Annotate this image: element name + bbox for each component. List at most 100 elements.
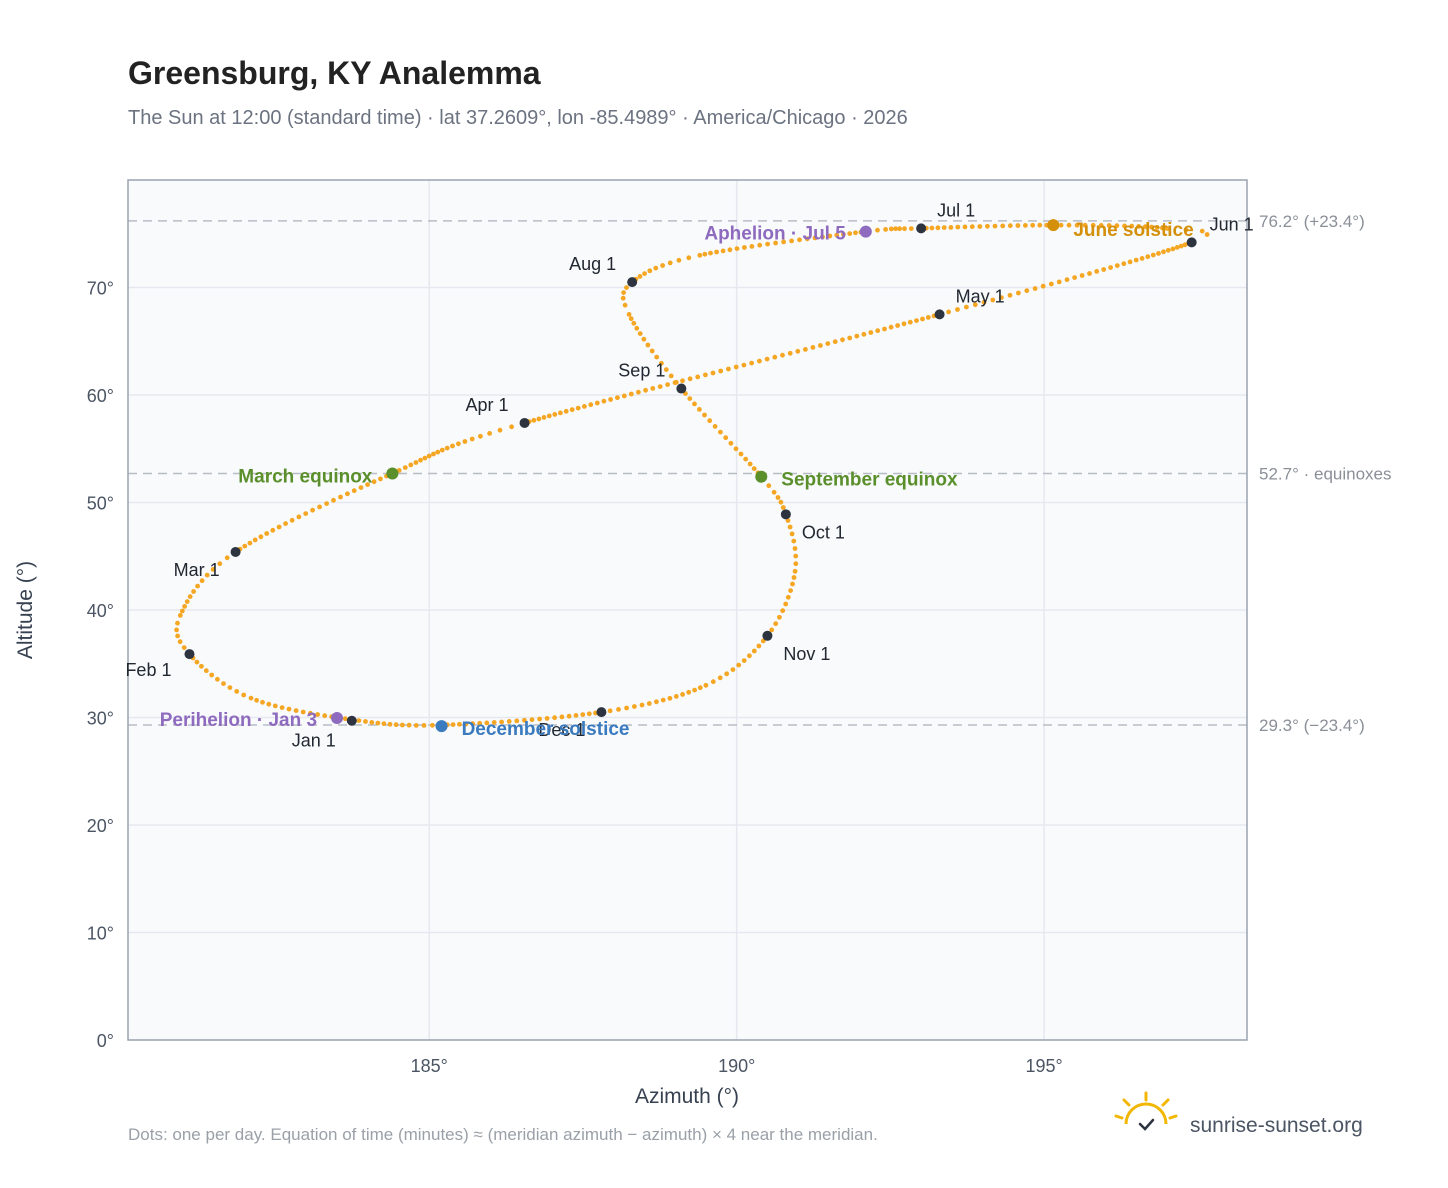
reference-line-label: 52.7° · equinoxes [1259, 464, 1392, 483]
daily-sun-dot [964, 304, 969, 310]
daily-sun-dot [647, 268, 653, 274]
daily-sun-dot [413, 723, 419, 728]
month-marker [934, 309, 945, 320]
daily-sun-dot [812, 235, 818, 241]
daily-sun-dot [653, 265, 659, 271]
daily-sun-dot [439, 447, 445, 453]
daily-sun-dot [985, 223, 990, 229]
daily-sun-dot [659, 360, 664, 366]
daily-sun-dot [631, 320, 637, 326]
daily-sun-dot [221, 681, 226, 686]
daily-sun-dot [1032, 286, 1038, 291]
daily-sun-dot [537, 716, 542, 722]
daily-sun-dot [888, 324, 894, 330]
month-marker [916, 223, 927, 234]
footnote: Dots: one per day. Equation of time (min… [128, 1125, 878, 1144]
daily-sun-dot [875, 227, 880, 233]
daily-sun-dot [687, 396, 693, 401]
month-label: Apr 1 [466, 395, 509, 415]
daily-sun-dot [726, 366, 731, 372]
daily-sun-dot [901, 321, 907, 327]
daily-sun-dot [184, 599, 190, 604]
daily-sun-dot [757, 358, 762, 364]
daily-sun-dot [317, 504, 322, 510]
daily-sun-dot [199, 578, 205, 584]
daily-sun-dot [413, 460, 419, 465]
daily-sun-dot [1066, 222, 1072, 228]
daily-sun-dot [792, 546, 798, 551]
daily-sun-dot [342, 716, 348, 722]
daily-sun-dot [456, 441, 461, 447]
daily-sun-dot [1106, 223, 1112, 228]
daily-sun-dot [920, 316, 925, 322]
daily-sun-dot [747, 461, 753, 467]
daily-sun-dot [977, 224, 983, 229]
daily-sun-dot [529, 717, 535, 723]
daily-sun-dot [888, 226, 894, 232]
daily-sun-dot [242, 543, 248, 549]
sun-logo-icon [1114, 1091, 1178, 1131]
daily-sun-dot [914, 318, 919, 323]
daily-sun-dot [788, 588, 793, 593]
daily-sun-dot [462, 439, 468, 444]
daily-sun-dot [484, 720, 490, 726]
daily-sun-dot [1164, 226, 1170, 231]
daily-sun-dot [733, 446, 739, 452]
event-label: Perihelion · Jan 3 [160, 710, 317, 731]
daily-sun-dot [536, 416, 542, 422]
daily-sun-dot [607, 708, 613, 714]
daily-sun-dot [1121, 261, 1127, 267]
month-label: Feb 1 [125, 660, 171, 680]
daily-sun-dot [962, 224, 968, 230]
daily-sun-dot [260, 699, 265, 705]
daily-sun-dot [1064, 277, 1070, 283]
month-marker [230, 546, 241, 557]
month-label: Jan 1 [292, 731, 336, 751]
daily-sun-dot [258, 534, 264, 540]
daily-sun-dot [375, 720, 381, 726]
daily-sun-dot [487, 431, 492, 436]
daily-sun-dot [657, 384, 663, 389]
daily-sun-dot [707, 418, 713, 424]
daily-sun-dot [175, 620, 180, 626]
event-markers: March equinox September equinox June solst… [160, 219, 1194, 740]
daily-sun-dot [749, 244, 755, 249]
daily-sun-dot [781, 239, 786, 245]
daily-sun-dot [778, 499, 784, 505]
daily-sun-dot [747, 653, 752, 659]
daily-sun-dot [324, 501, 329, 506]
daily-sun-dot [209, 672, 215, 678]
daily-sun-dot [1129, 223, 1135, 229]
daily-sun-dot [345, 491, 350, 497]
daily-sun-dot [643, 387, 648, 393]
daily-sun-dot [702, 251, 708, 257]
daily-sun-dot [1024, 288, 1030, 294]
daily-sun-dot [803, 347, 808, 352]
daily-sun-dot [791, 538, 797, 544]
y-tick-label: 50° [87, 494, 114, 514]
daily-sun-dot [827, 233, 833, 239]
y-tick-label: 0° [97, 1031, 114, 1051]
daily-sun-dot [742, 245, 747, 250]
daily-sun-dot [252, 537, 258, 543]
daily-sun-dot [308, 710, 313, 716]
daily-sun-dot [981, 299, 987, 305]
daily-sun-dot [941, 225, 947, 231]
daily-sun-dot [749, 360, 754, 366]
daily-sun-dot [907, 319, 913, 325]
daily-sun-dot [509, 424, 514, 430]
daily-sun-dot [1072, 275, 1077, 280]
daily-sun-dot [714, 249, 719, 255]
daily-sun-dot [531, 417, 537, 423]
daily-sun-dot [1016, 290, 1021, 296]
daily-sun-dot [1015, 223, 1021, 228]
daily-sun-dot [408, 462, 414, 468]
daily-sun-dot [621, 290, 626, 295]
daily-sun-dot [773, 621, 779, 627]
daily-sun-dot [736, 662, 742, 668]
daily-sun-dot [908, 226, 914, 232]
daily-sun-dot [422, 455, 428, 461]
daily-sun-dot [769, 627, 775, 633]
daily-sun-dot [204, 572, 210, 578]
